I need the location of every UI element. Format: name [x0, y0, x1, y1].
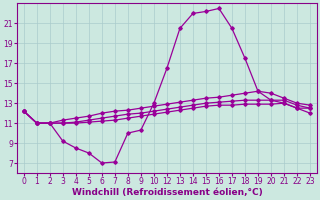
- X-axis label: Windchill (Refroidissement éolien,°C): Windchill (Refroidissement éolien,°C): [72, 188, 262, 197]
